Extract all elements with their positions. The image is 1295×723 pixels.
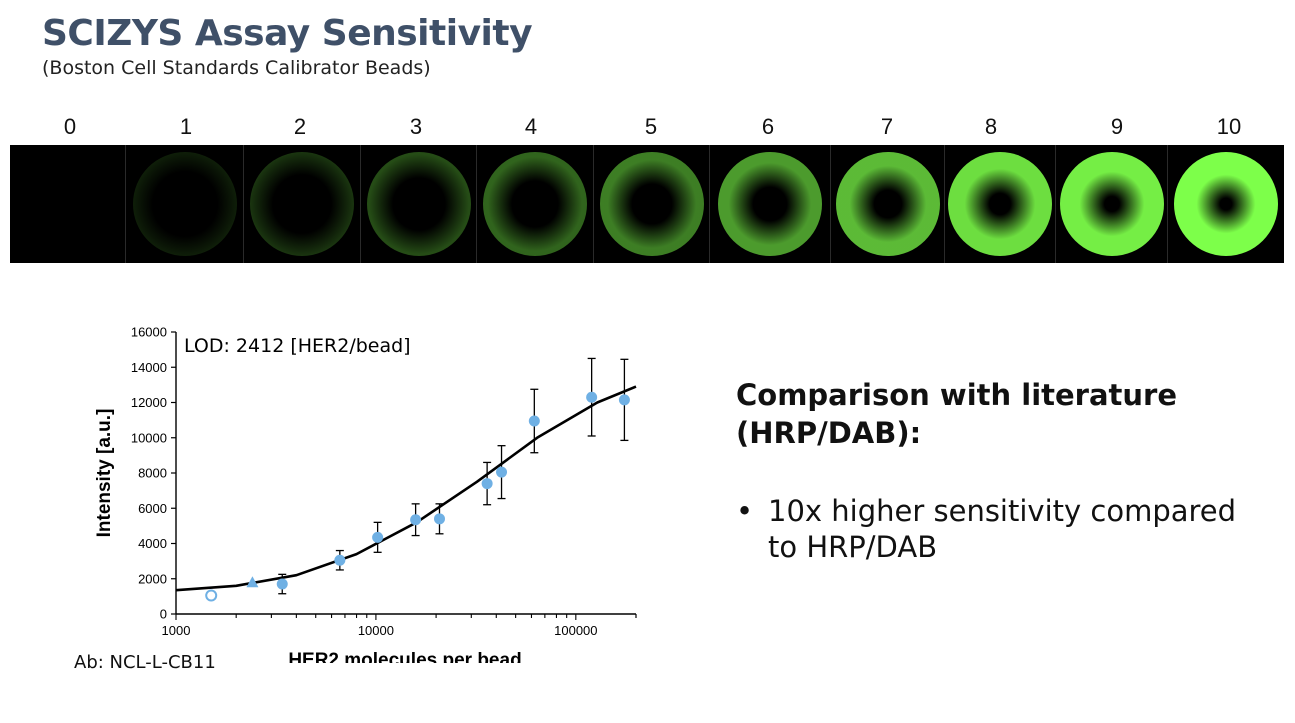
bead-label-7: 7 (880, 114, 894, 139)
data-point (276, 578, 288, 590)
bead-image-0 (10, 145, 126, 263)
bead-image-4 (477, 145, 594, 263)
calibration-chart: 0 2000 4000 6000 8000 10000 12000 14000 16000 100… (94, 325, 637, 663)
data-point (334, 554, 346, 566)
bead-label-8: 8 (984, 114, 998, 139)
bullet-text: 10x higher sensitivity compared to HRP/D… (768, 494, 1237, 564)
data-point (618, 394, 630, 406)
bead-label-6: 6 (761, 114, 775, 139)
bullet-dot: • (736, 494, 754, 528)
y-tick-label: 12000 (131, 395, 167, 410)
comparison-heading-line2: (HRP/DAB): (736, 416, 922, 450)
bead-label-row: 0 1 2 3 4 5 6 7 8 9 10 (0, 114, 1295, 140)
x-tick-label: 100000 (554, 623, 597, 638)
bead-image-8 (945, 145, 1056, 263)
data-point (528, 415, 540, 427)
x-axis-label: HER2 molecules per bead (288, 650, 521, 663)
y-tick-label: 14000 (131, 360, 167, 375)
antibody-label: Ab: NCL-L-CB11 (74, 652, 216, 673)
bead-image-7 (831, 145, 945, 263)
y-tick-label: 6000 (138, 501, 167, 516)
data-point-open (205, 589, 218, 602)
data-point (433, 513, 445, 525)
data-point (372, 531, 384, 543)
bead-image-1 (126, 145, 244, 263)
data-point-lod (246, 576, 259, 588)
y-tick-label: 16000 (131, 325, 167, 340)
x-tick-label: 10000 (358, 623, 394, 638)
bead-image-9 (1056, 145, 1168, 263)
bead-label-10: 10 (1216, 114, 1242, 139)
bead-image-6 (710, 145, 831, 263)
fit-curve (175, 385, 637, 592)
bead-image-strip (10, 145, 1284, 263)
bead-label-4: 4 (524, 114, 538, 139)
data-point (586, 391, 598, 403)
page-subtitle: (Boston Cell Standards Calibrator Beads) (42, 57, 431, 79)
bead-image-3 (361, 145, 477, 263)
bead-label-3: 3 (409, 114, 423, 139)
y-tick-label: 2000 (138, 571, 167, 586)
y-tick-label: 8000 (138, 466, 167, 481)
bead-image-10 (1168, 145, 1284, 263)
data-point (481, 478, 493, 490)
bead-image-2 (244, 145, 361, 263)
page-title: SCIZYS Assay Sensitivity (42, 13, 533, 54)
y-axis-label: Intensity [a.u.] (94, 409, 115, 538)
y-tick-label: 10000 (131, 430, 167, 445)
comparison-heading-line1: Comparison with literature (736, 378, 1178, 412)
bead-label-0: 0 (63, 114, 77, 139)
comparison-heading: Comparison with literature (HRP/DAB): (736, 376, 1177, 452)
y-tick-label: 4000 (138, 536, 167, 551)
bead-label-1: 1 (179, 114, 193, 139)
bead-label-2: 2 (293, 114, 307, 139)
bead-image-5 (594, 145, 710, 263)
y-tick-label: 0 (160, 607, 167, 622)
bead-label-9: 9 (1110, 114, 1124, 139)
data-point (410, 514, 422, 526)
bead-label-5: 5 (644, 114, 658, 139)
lod-annotation: LOD: 2412 [HER2/bead] (184, 335, 411, 357)
x-tick-label: 1000 (162, 623, 191, 638)
data-point (496, 466, 508, 478)
